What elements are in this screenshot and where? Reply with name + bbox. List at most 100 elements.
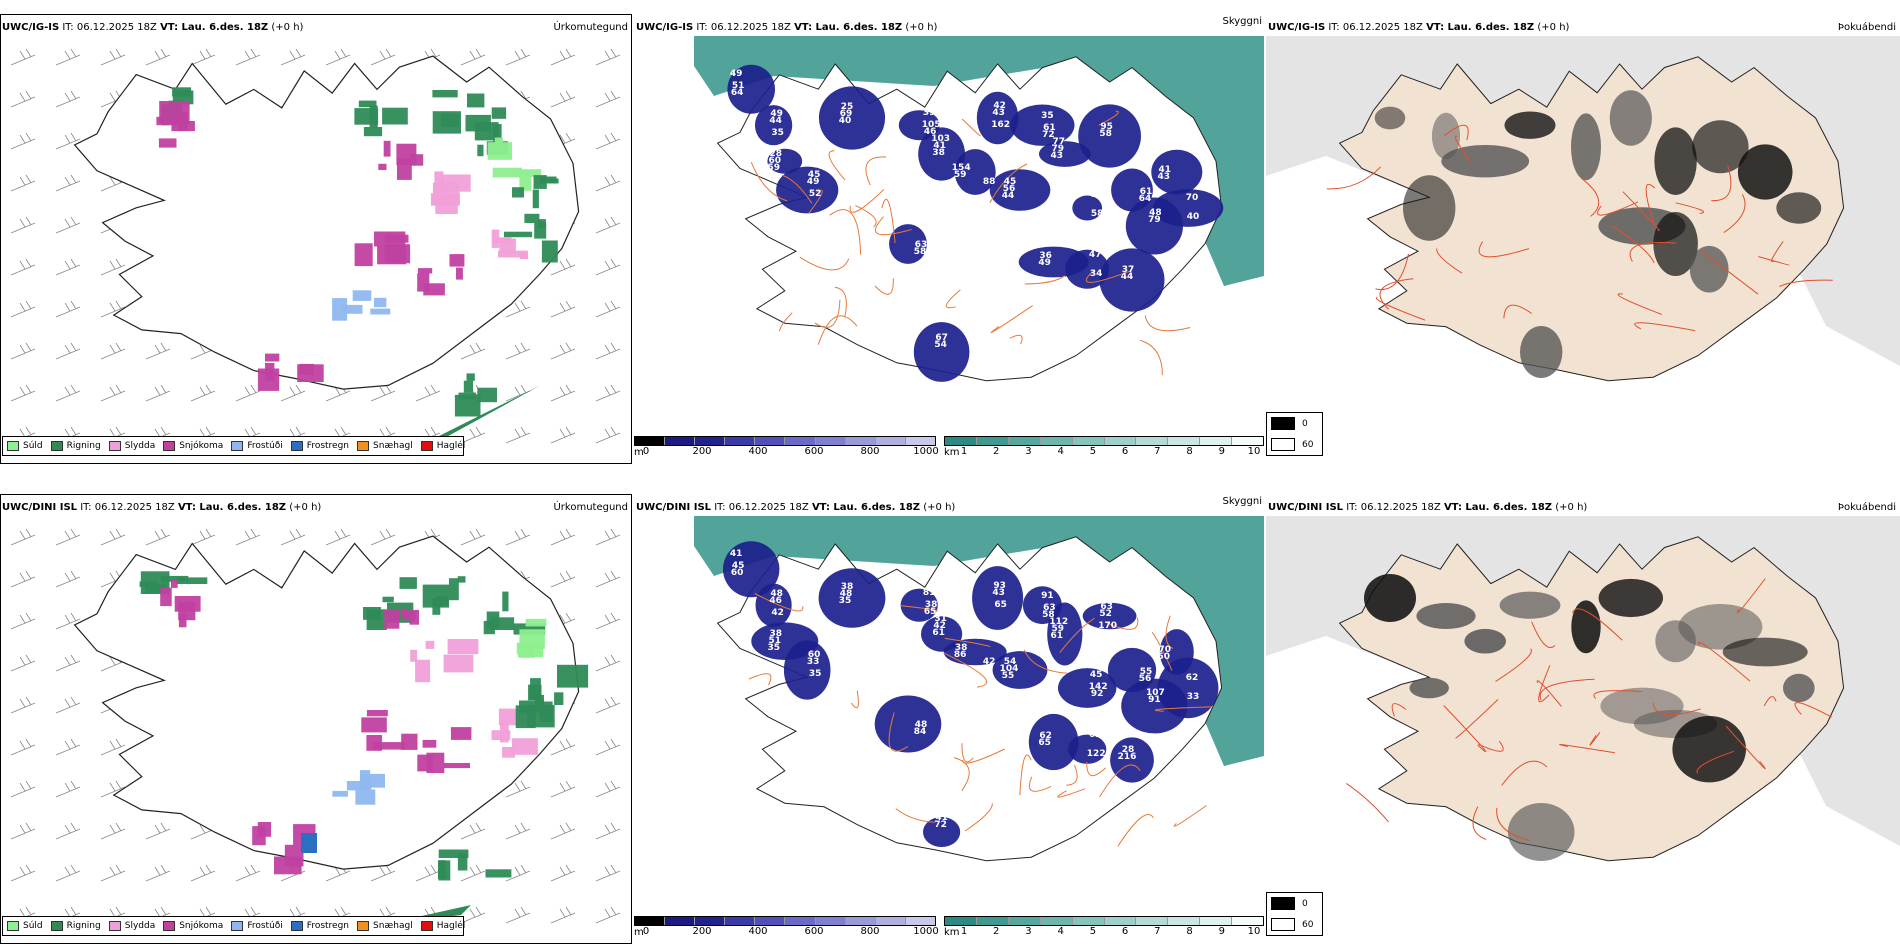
precip-panel-row1 [0,14,632,464]
visibility-map: 4944594940393888434435436858647943704947… [694,36,1264,382]
visibility-bin [1136,917,1169,925]
legend-swatch [420,441,433,451]
model-name: UWC/IG-IS [636,22,694,33]
legend-item: Haglél [420,441,465,451]
it-value: 06.12.2025 18Z [1342,22,1423,33]
snow-depth-label: 54 [1004,657,1017,667]
snow-depth-label: 77 [1053,137,1066,147]
snow-depth-label: 35 [809,669,822,679]
model-name: UWC/DINI ISL [2,502,78,513]
snow-depth-label: 67 [935,333,948,343]
legend-item: Frostregn [290,921,350,931]
elevation-tick: 0 [642,926,650,937]
elevation-tick: 600 [804,446,824,457]
legend-swatch [357,921,370,931]
elevation-tick: 0 [642,446,650,457]
vt-value: VT: Lau. 6.des. 18Z [794,22,903,33]
precip-panel-row2 [0,494,632,944]
legend-item: Snjókoma [163,921,223,931]
visibility-bin [1040,917,1073,925]
snow-depth-label: 61 [932,628,945,638]
visibility-tick: 2 [993,926,1000,937]
lead-time: (+0 h) [271,22,304,33]
snow-depth-label: 55 [1002,671,1015,681]
snow-depth-label: 42 [771,608,784,618]
snow-depth-label: 70 [1159,645,1172,655]
vis-header-row2: UWC/DINI ISL IT: 06.12.2025 18Z VT: Lau.… [636,502,955,513]
fog-title-row1: Þokuábendi [1837,22,1896,33]
legend-label: Snæhagl [373,921,413,931]
visibility-tick: 7 [1154,446,1161,457]
snow-depth-label: 55 [1140,667,1153,677]
fog-panel-row2 [1266,516,1900,914]
snow-depth-label: 162 [991,120,1010,130]
legend-label: Súld [23,921,43,931]
snow-depth-label: 56 [1003,184,1016,194]
legend-label: Snæhagl [373,441,413,451]
legend-swatch [163,441,176,451]
snow-depth-label: 112 [1049,617,1068,627]
snow-depth-label: 50 [1158,652,1171,662]
legend-label: Frostúði [247,441,283,451]
visibility-bin [1072,437,1105,445]
snow-depth-label: 61 [1140,187,1153,197]
visibility-bin [1200,917,1233,925]
legend-swatch [7,441,19,451]
elevation-bin [725,917,756,925]
snow-depth-label: 48 [840,589,853,599]
visibility-tick: 8 [1186,926,1193,937]
snow-depth-label: 42 [983,657,996,667]
snow-depth-label: 40 [839,116,852,126]
snow-depth-label: 37 [1122,265,1135,275]
snow-depth-label: 43 [1158,172,1171,182]
snow-depth-label: 104 [1000,664,1019,674]
visibility-bin [1232,437,1264,445]
visibility-tick: 1 [960,446,968,457]
visibility-bin [1072,917,1105,925]
snow-depth-label: 154 [952,163,971,173]
legend-item: Snæhagl [357,921,413,931]
legend-item: Súld [7,921,43,931]
snow-depth-label: 41 [730,549,743,559]
snow-depth-label: 79 [1148,215,1161,225]
visibility-bin [1136,437,1169,445]
precip-header-row1: UWC/IG-IS IT: 06.12.2025 18Z VT: Lau. 6.… [2,22,303,33]
legend-swatch [231,921,244,931]
snow-depth-label: 61 [1043,123,1056,133]
legend-label: Frostregn [306,921,350,931]
snow-depth-label: 63 [915,240,928,250]
legend-item: Snjókoma [163,441,223,451]
legend-label: Rigning [66,921,101,931]
legend-swatch [231,441,244,451]
legend-swatch [290,921,303,931]
visibility-tick: 4 [1057,926,1064,937]
visibility-tick: 8 [1186,446,1193,457]
visibility-tick: 10 [1247,926,1261,937]
elevation-bin [695,917,726,925]
snow-depth-label: 60 [808,650,821,660]
snow-depth-label: 49 [730,69,743,79]
precip-map [10,48,621,445]
snow-depth-label: 72 [1042,130,1055,140]
legend-label: Slydda [124,441,156,451]
snow-depth-label: 44 [1002,191,1015,201]
snow-depth-label: 28 [1122,745,1135,755]
it-value: 06.12.2025 18Z [94,502,175,513]
legend-label: Snjókoma [179,921,224,931]
elevation-bin [755,437,786,445]
snow-depth-label: 48 [1149,208,1162,218]
snow-depth-label: 64 [731,88,744,98]
snow-depth-label: 58 [914,247,927,257]
snow-depth-label: 51 [732,81,745,91]
vt-value: VT: Lau. 6.des. 18Z [177,502,287,513]
visibility-tick: 3 [1025,926,1032,937]
visibility-bin [945,437,977,445]
snow-depth-label: 95 [1100,122,1113,132]
legend-item: Slydda [108,921,155,931]
elevation-bin [785,917,816,925]
snow-depth-label: 38 [770,629,783,639]
visibility-tick: 3 [1025,446,1032,457]
visibility-bin [1200,437,1233,445]
legend-item: Súld [7,441,43,451]
visibility-bin [1104,437,1137,445]
